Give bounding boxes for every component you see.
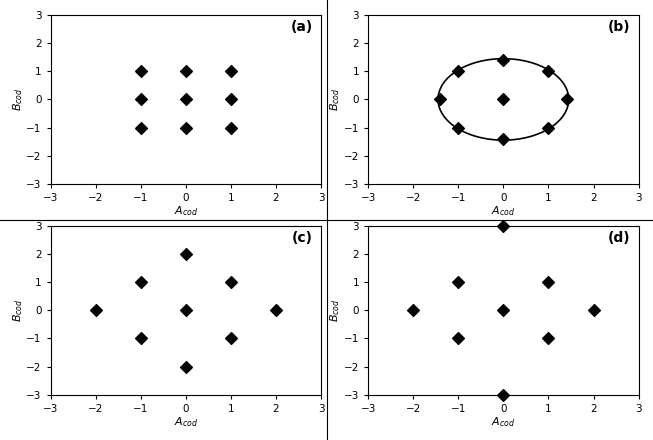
Point (136, 279, 146, 286)
Point (434, 96, 445, 103)
Point (453, 279, 464, 286)
Point (498, 307, 509, 314)
Point (136, 96, 146, 103)
Point (588, 307, 599, 314)
Point (543, 124, 554, 131)
Y-axis label: $\mathit{B_{cod}}$: $\mathit{B_{cod}}$ (328, 88, 342, 111)
Text: (a): (a) (291, 20, 313, 34)
Y-axis label: $\mathit{B_{cod}}$: $\mathit{B_{cod}}$ (11, 299, 25, 322)
Point (181, 96, 191, 103)
Point (226, 279, 236, 286)
X-axis label: $\mathit{A_{cod}}$: $\mathit{A_{cod}}$ (174, 204, 198, 218)
Text: (b): (b) (608, 20, 630, 34)
Point (498, 391, 509, 398)
Point (453, 68, 464, 75)
X-axis label: $\mathit{A_{cod}}$: $\mathit{A_{cod}}$ (491, 415, 515, 429)
Point (226, 335, 236, 342)
Point (498, 96, 509, 103)
Point (181, 307, 191, 314)
Y-axis label: $\mathit{B_{cod}}$: $\mathit{B_{cod}}$ (11, 88, 25, 111)
Point (226, 124, 236, 131)
X-axis label: $\mathit{A_{cod}}$: $\mathit{A_{cod}}$ (491, 204, 515, 218)
Point (91, 307, 101, 314)
Point (271, 307, 281, 314)
Point (181, 251, 191, 258)
Point (226, 96, 236, 103)
Point (136, 124, 146, 131)
Point (543, 335, 554, 342)
Point (543, 279, 554, 286)
X-axis label: $\mathit{A_{cod}}$: $\mathit{A_{cod}}$ (174, 415, 198, 429)
Point (181, 124, 191, 131)
Point (453, 124, 464, 131)
Point (226, 68, 236, 75)
Point (181, 363, 191, 370)
Point (408, 307, 419, 314)
Point (136, 68, 146, 75)
Point (181, 68, 191, 75)
Point (562, 96, 572, 103)
Point (543, 68, 554, 75)
Text: (c): (c) (292, 231, 313, 245)
Point (498, 136, 509, 143)
Point (498, 56, 509, 63)
Point (498, 223, 509, 230)
Point (136, 335, 146, 342)
Point (453, 335, 464, 342)
Y-axis label: $\mathit{B_{cod}}$: $\mathit{B_{cod}}$ (328, 299, 342, 322)
Text: (d): (d) (608, 231, 630, 245)
